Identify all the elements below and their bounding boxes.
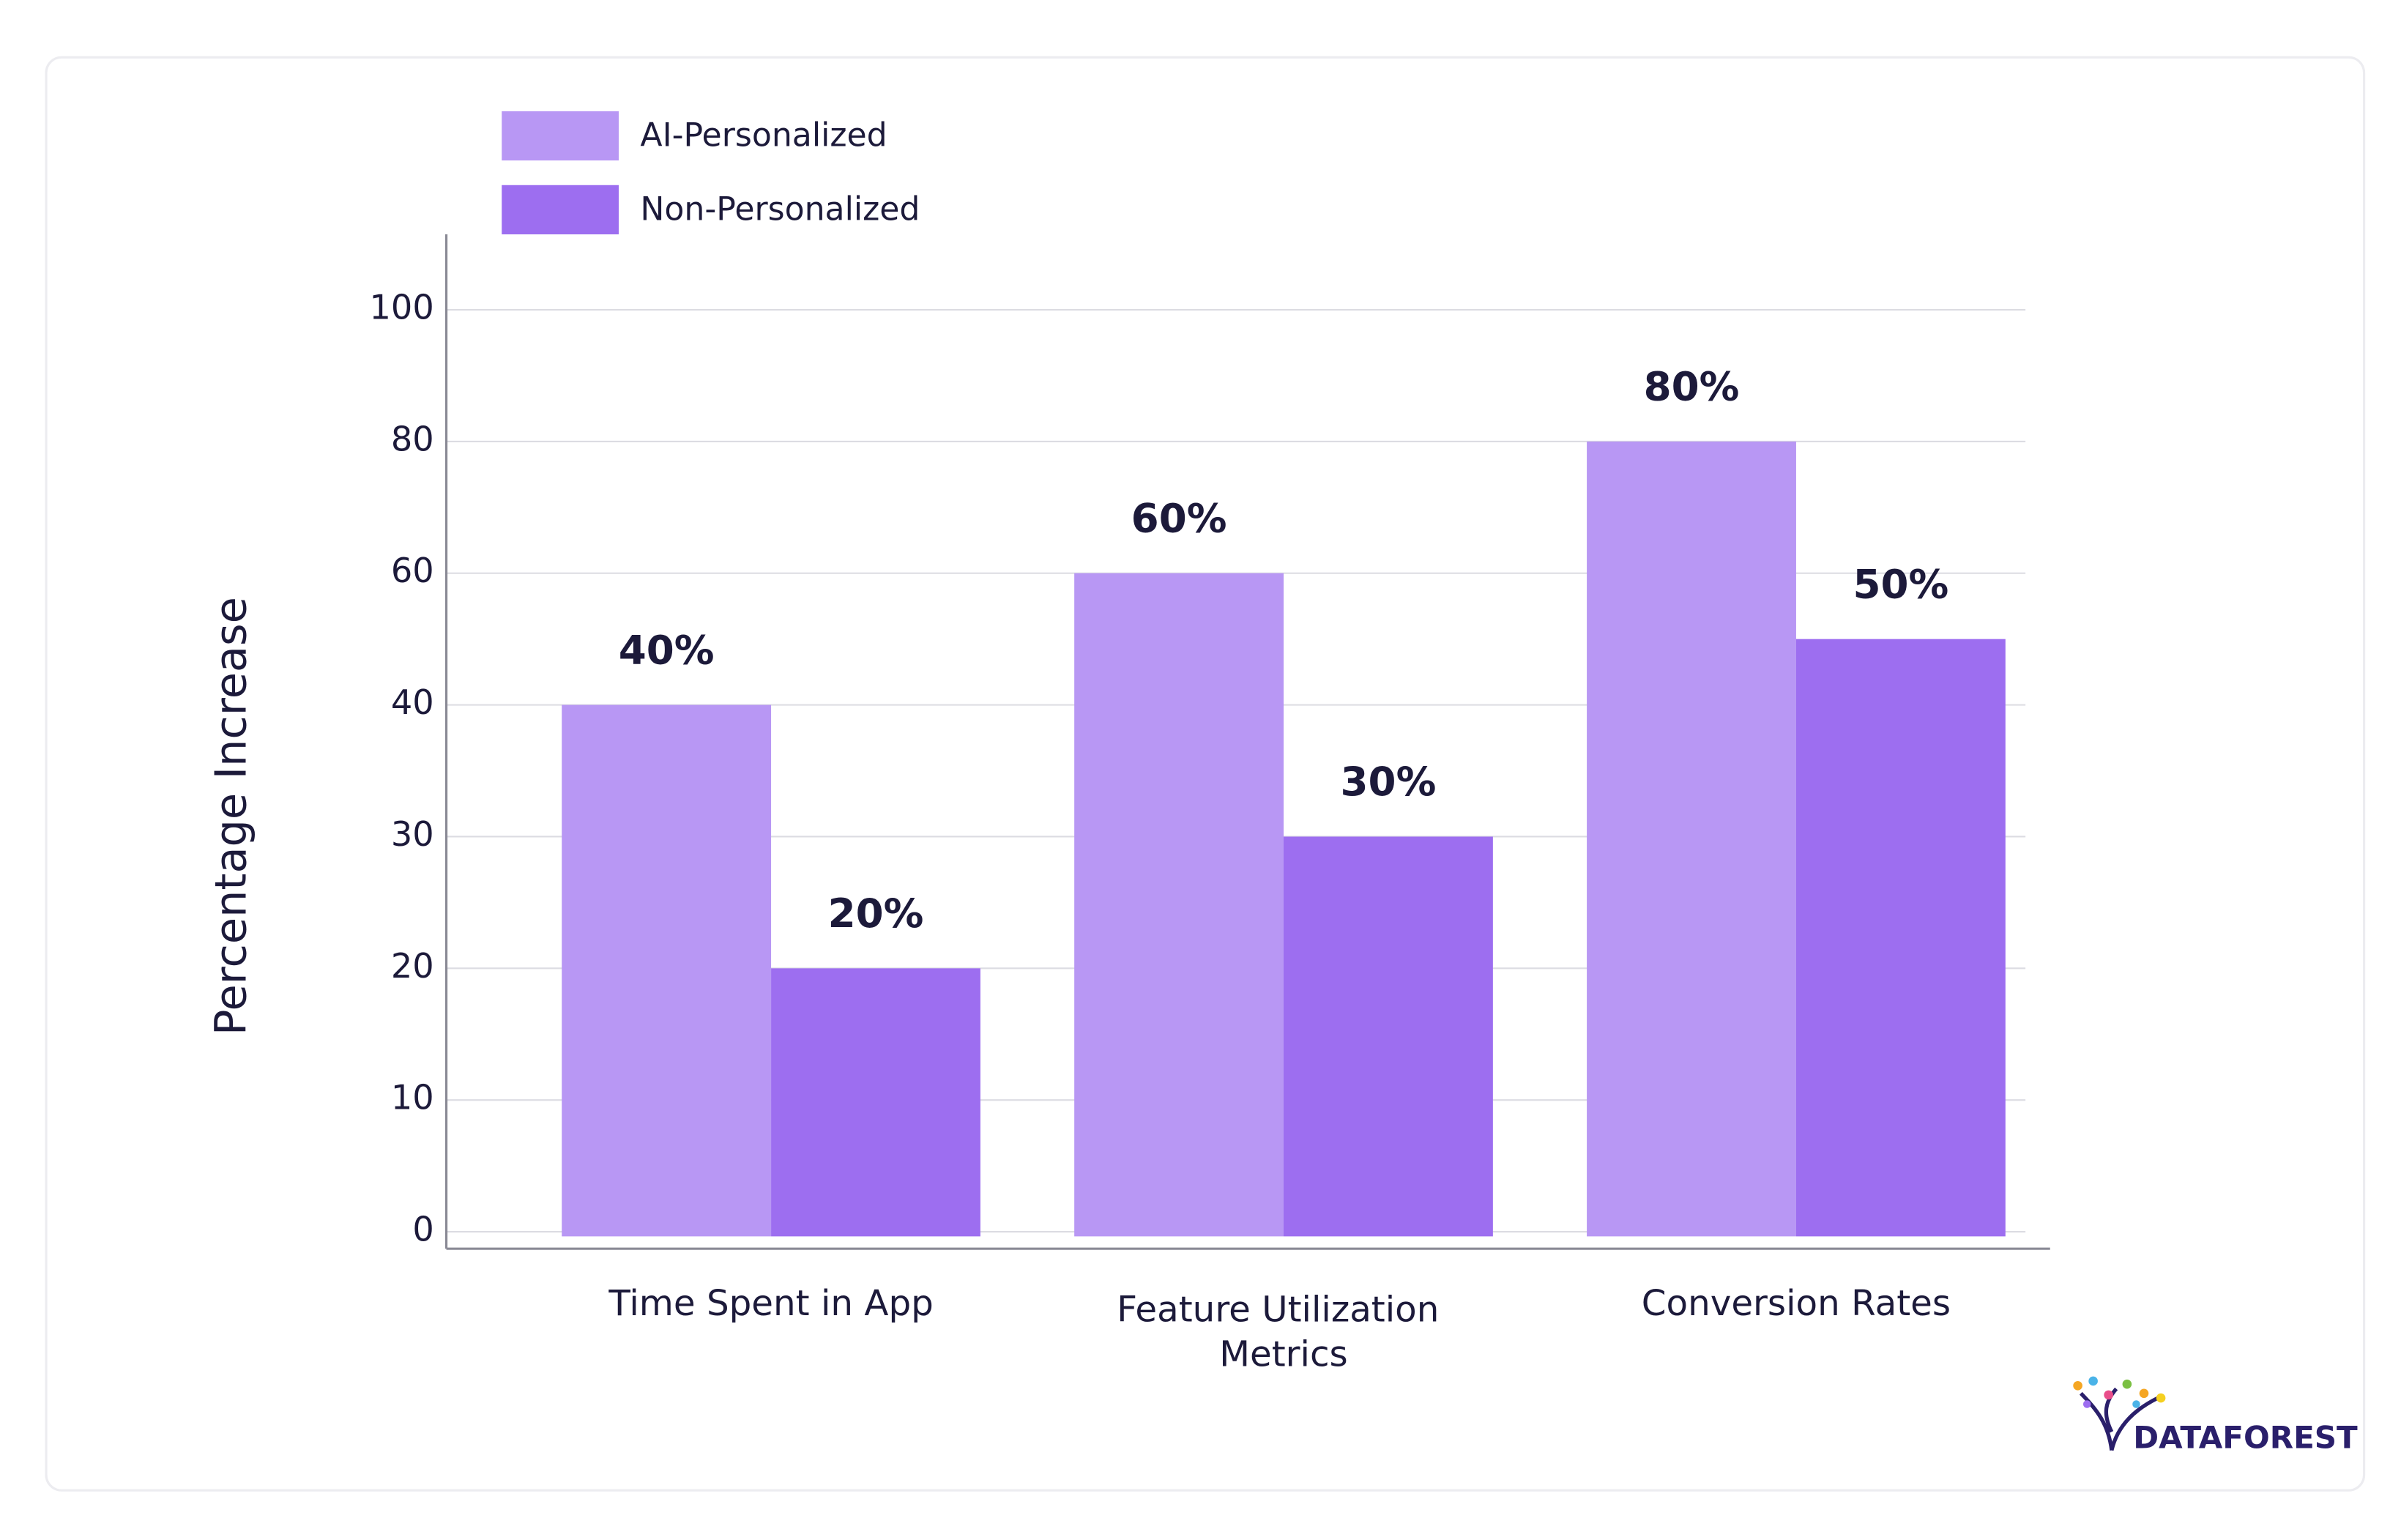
y-tick-label: 60 xyxy=(391,551,434,590)
bar xyxy=(1074,573,1284,1237)
y-tick-label: 0 xyxy=(412,1210,433,1249)
legend-label: Non-Personalized xyxy=(640,191,920,228)
value-label: 80% xyxy=(1644,363,1740,410)
y-tick-label: 100 xyxy=(369,288,433,327)
value-label: 60% xyxy=(1131,494,1227,541)
y-tick-label: 80 xyxy=(391,419,434,458)
y-tick-label: 40 xyxy=(391,682,434,722)
value-label: 30% xyxy=(1341,758,1437,805)
logo-text: DATAFOREST xyxy=(2133,1419,2358,1455)
bar xyxy=(771,968,980,1237)
value-label: 50% xyxy=(1853,560,1948,607)
legend-label: AI-Personalized xyxy=(640,117,887,155)
bar xyxy=(1587,441,1796,1237)
legend-swatch xyxy=(502,111,619,161)
bar xyxy=(562,704,772,1237)
x-tick-label: Time Spent in App xyxy=(608,1283,934,1324)
logo-icon xyxy=(2073,1376,2166,1451)
bar xyxy=(1795,639,2006,1237)
y-tick-label: 30 xyxy=(391,814,434,854)
y-axis-label: Percentage Increase xyxy=(206,597,256,1035)
x-tick-label: Conversion Rates xyxy=(1642,1283,1951,1324)
value-label: 20% xyxy=(828,890,924,937)
y-tick-label: 20 xyxy=(391,946,434,986)
y-tick-label: 10 xyxy=(391,1078,434,1117)
value-label: 40% xyxy=(619,626,715,673)
bar xyxy=(1284,836,1493,1237)
legend-swatch xyxy=(502,185,619,235)
x-tick-label: Feature Utilization Metrics xyxy=(1117,1289,1451,1375)
